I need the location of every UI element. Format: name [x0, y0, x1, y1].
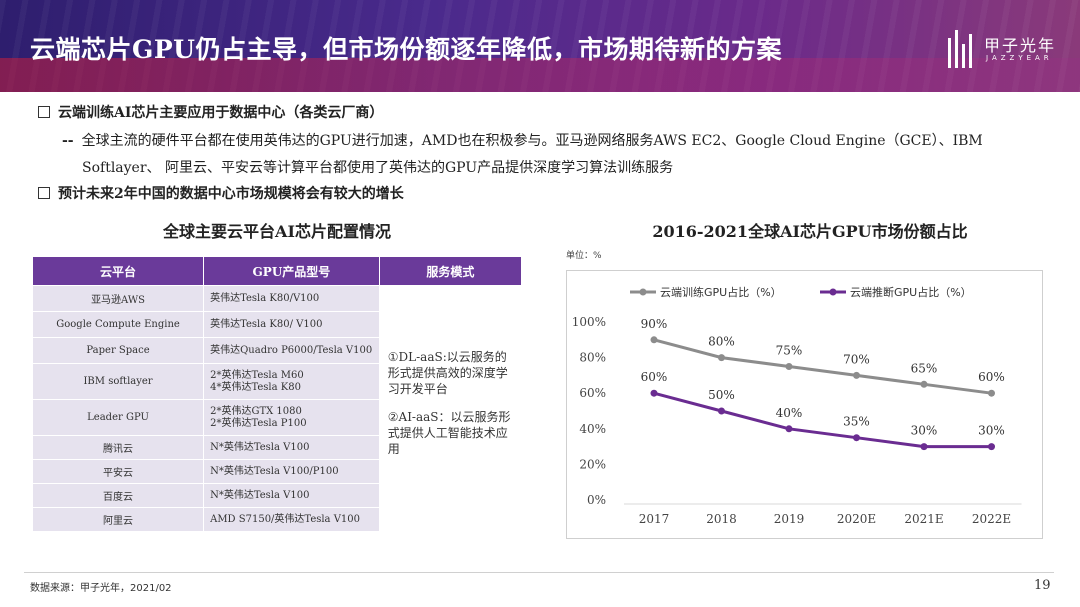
data-point: [920, 443, 928, 451]
bullet-3: 预计未来2年中国的数据中心市场规模将会有较大的增长: [38, 183, 404, 203]
bullet-2-continuation: Softlayer、 阿里云、平安云等计算平台都使用了英伟达的GPU产品提供深度…: [82, 160, 674, 176]
data-label: 30%: [911, 424, 938, 438]
chart-title: 2016-2021全球AI芯片GPU市场份额占比: [652, 222, 968, 241]
x-tick-label: 2018: [706, 512, 737, 526]
data-label: 60%: [978, 370, 1005, 384]
x-tick-label: 2020E: [837, 512, 876, 526]
table-row: 百度云 N*英伟达Tesla V100: [31, 483, 522, 508]
jazzyear-logo: 甲子光年 JAZZYEAR: [948, 30, 1068, 70]
y-tick-label: 20%: [579, 457, 606, 471]
data-point: [988, 443, 995, 451]
platform-cell: 平安云: [31, 459, 205, 484]
table-row: Paper Space 英伟达Quadro P6000/Tesla V100: [31, 337, 522, 364]
bullet-2: -- 全球主流的硬件平台都在使用英伟达的GPU进行加速，AMD也在积极参与。亚马逊…: [62, 130, 983, 150]
platform-cell: Google Compute Engine: [31, 311, 205, 338]
service-mode-cell: ①DL-aaS:以云服务的形式提供高效的深度学习开发平台 ②AI-aaS：以云服务…: [378, 285, 523, 532]
data-point: [920, 380, 928, 388]
gpu-model-cell: N*英伟达Tesla V100: [203, 483, 380, 508]
logo-subtext: JAZZYEAR: [986, 54, 1053, 62]
data-point: [718, 354, 725, 362]
platform-cell: Leader GPU: [31, 399, 205, 436]
page-number: 19: [1034, 578, 1051, 593]
bullet-2-text: 全球主流的硬件平台都在使用英伟达的GPU进行加速，AMD也在积极参与。亚马逊网络…: [81, 133, 983, 149]
bullet-3-text: 预计未来2年中国的数据中心市场规模将会有较大的增长: [58, 186, 404, 202]
bullet-1-text: 云端训练AI芯片主要应用于数据中心（各类云厂商）: [58, 105, 384, 121]
gpu-model-cell: 英伟达Tesla K80/ V100: [203, 311, 380, 338]
table-title: 全球主要云平台AI芯片配置情况: [163, 222, 391, 241]
platform-cell: 百度云: [31, 483, 205, 508]
x-tick-label: 2017: [639, 512, 670, 526]
table-header-service: 服务模式: [378, 256, 523, 286]
header-banner: 云端芯片GPU仍占主导，但市场份额逐年降低，市场期待新的方案 甲子光年 JAZZ…: [0, 0, 1080, 92]
table-header-platform: 云平台: [31, 256, 205, 286]
dash-marker: --: [62, 133, 74, 149]
source-note: 数据来源：甲子光年，2021/02: [30, 583, 172, 594]
data-point: [650, 336, 658, 344]
data-label: 40%: [776, 406, 803, 420]
y-tick-label: 40%: [579, 422, 606, 436]
legend-label-2: 云端推断GPU占比（%）: [850, 285, 972, 299]
x-tick-label: 2021E: [904, 512, 943, 526]
table-row: 亚马逊AWS 英伟达Tesla K80/V100 ①DL-aaS:以云服务的形式提供…: [31, 285, 523, 532]
data-point: [785, 425, 793, 433]
legend-marker-2: [829, 288, 837, 296]
series-line-1: [653, 338, 992, 395]
table-row: 阿里云 AMD S7150/英伟达Tesla V100: [31, 507, 522, 532]
page-title: 云端芯片GPU仍占主导，但市场份额逐年降低，市场期待新的方案: [30, 35, 782, 64]
gpu-model-cell: AMD S7150/英伟达Tesla V100: [203, 507, 380, 532]
footer-divider: [24, 572, 1054, 573]
data-label: 70%: [843, 352, 870, 366]
data-label: 65%: [911, 361, 938, 375]
legend-marker-1: [639, 288, 647, 296]
data-point: [718, 407, 725, 415]
platform-cell: 腾讯云: [31, 435, 205, 460]
data-label: 75%: [776, 344, 803, 358]
checkbox-icon: [38, 187, 50, 199]
platform-cell: 阿里云: [31, 507, 205, 532]
data-label: 80%: [708, 335, 735, 349]
gpu-model-cell: 2*英伟达GTX 1080 2*英伟达Tesla P100: [203, 399, 380, 436]
y-tick-label: 100%: [572, 315, 606, 329]
service-note-ai: ②AI-aaS：以云服务形式提供人工智能技术应用: [387, 409, 511, 456]
y-tick-label: 60%: [579, 386, 606, 400]
logo-text: 甲子光年: [984, 36, 1057, 55]
data-label: 60%: [641, 370, 668, 384]
data-point: [853, 434, 860, 442]
unit-label: 单位：%: [566, 251, 602, 261]
checkbox-icon: [38, 106, 50, 118]
service-note-dl: ①DL-aaS:以云服务的形式提供高效的深度学习开发平台: [387, 349, 508, 396]
gpu-model-cell: N*英伟达Tesla V100: [203, 435, 380, 460]
table-row: IBM softlayer 2*英伟达Tesla M60 4*英伟达Tesla K…: [31, 363, 522, 400]
gpu-model-cell: 2*英伟达Tesla M60 4*英伟达Tesla K80: [203, 363, 380, 400]
chart-frame: [566, 270, 1043, 539]
table-row: Leader GPU 2*英伟达GTX 1080 2*英伟达Tesla P100: [31, 399, 522, 436]
x-tick-label: 2022E: [972, 512, 1011, 526]
x-tick-label: 2019: [774, 512, 805, 526]
bullet-1: 云端训练AI芯片主要应用于数据中心（各类云厂商）: [38, 102, 383, 122]
data-label: 35%: [843, 415, 870, 429]
table-row: 腾讯云 N*英伟达Tesla V100: [31, 435, 522, 460]
y-tick-label: 80%: [579, 351, 606, 365]
gpu-model-cell: N*英伟达Tesla V100/P100: [203, 459, 380, 484]
legend-label-1: 云端训练GPU占比（%）: [660, 285, 782, 299]
cloud-platform-table: 云平台 GPU产品型号 服务模式 亚马逊AWS 英伟达Tesla K80/V100…: [31, 256, 523, 532]
series-line-2: [653, 391, 992, 449]
data-point: [988, 389, 995, 397]
platform-cell: IBM softlayer: [31, 363, 205, 400]
table-header-gpu: GPU产品型号: [203, 256, 380, 286]
platform-cell: 亚马逊AWS: [31, 285, 205, 312]
data-label: 30%: [978, 424, 1005, 438]
table-row: Google Compute Engine 英伟达Tesla K80/ V100: [31, 311, 522, 338]
data-point: [650, 389, 658, 397]
logo-bars-icon: [948, 30, 984, 68]
data-label: 50%: [708, 388, 735, 402]
data-point: [853, 371, 860, 379]
data-point: [785, 363, 793, 370]
gpu-share-line-chart: 0% 20% 40% 60% 80% 100% 2017 2018 2019 2020E 2021E…: [572, 285, 1022, 526]
data-label: 90%: [641, 317, 668, 331]
gpu-model-cell: 英伟达Quadro P6000/Tesla V100: [203, 337, 380, 364]
y-tick-label: 0%: [587, 493, 606, 507]
platform-cell: Paper Space: [31, 337, 205, 364]
gpu-model-cell: 英伟达Tesla K80/V100: [203, 285, 380, 312]
